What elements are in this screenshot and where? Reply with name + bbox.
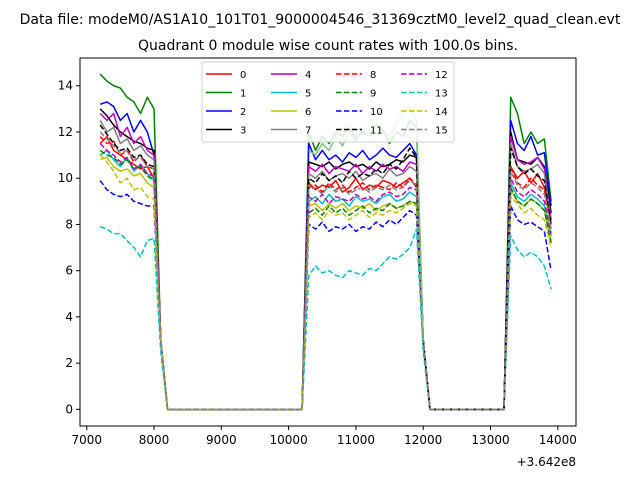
legend-label: 7 — [305, 126, 311, 137]
y-tick-label: 12 — [58, 125, 73, 139]
legend-label: 5 — [305, 89, 311, 100]
legend-label: 6 — [305, 107, 311, 118]
y-tick-label: 6 — [65, 264, 73, 278]
legend-label: 0 — [240, 70, 246, 81]
legend-label: 3 — [240, 126, 246, 137]
figure-suptitle: Data file: modeM0/AS1A10_101T01_90000045… — [20, 12, 621, 28]
legend-label: 1 — [240, 89, 246, 100]
axis-ticks: 7000 8000 9000 10000 11000 12000 13000 14000 0 2 4… — [58, 79, 577, 447]
x-tick-label: 8000 — [139, 433, 170, 447]
x-tick-label: 7000 — [71, 433, 102, 447]
legend-label: 14 — [435, 107, 448, 118]
x-tick-label: 9000 — [206, 433, 237, 447]
y-tick-label: 14 — [58, 79, 73, 93]
legend-label: 12 — [435, 70, 448, 81]
x-tick-label: 14000 — [539, 433, 577, 447]
plot-series — [99, 73, 552, 411]
legend-label: 13 — [435, 89, 448, 100]
legend-frame — [201, 61, 455, 143]
legend-label: 2 — [240, 107, 246, 118]
y-tick-label: 8 — [65, 217, 73, 231]
legend-label: 4 — [305, 70, 311, 81]
series-line-15 — [99, 131, 552, 411]
y-tick-label: 4 — [65, 310, 73, 324]
y-tick-label: 2 — [65, 356, 73, 370]
legend-label: 8 — [370, 70, 376, 81]
y-tick-label: 10 — [58, 171, 73, 185]
plot-frame — [79, 57, 577, 427]
x-tick-label: 12000 — [404, 433, 442, 447]
legend-label: 15 — [435, 126, 448, 137]
legend-label: 11 — [370, 126, 383, 137]
legend-label: 10 — [370, 107, 383, 118]
series-line-10 — [99, 180, 552, 411]
chart-title: Quadrant 0 module wise count rates with … — [138, 38, 518, 54]
x-tick-label: 10000 — [270, 433, 308, 447]
x-tick-label: 13000 — [471, 433, 509, 447]
x-tick-label: 11000 — [337, 433, 375, 447]
series-line-14 — [99, 154, 552, 411]
legend-label: 9 — [370, 89, 376, 100]
y-tick-label: 0 — [65, 402, 73, 416]
x-offset-label: +3.642e8 — [517, 455, 576, 469]
